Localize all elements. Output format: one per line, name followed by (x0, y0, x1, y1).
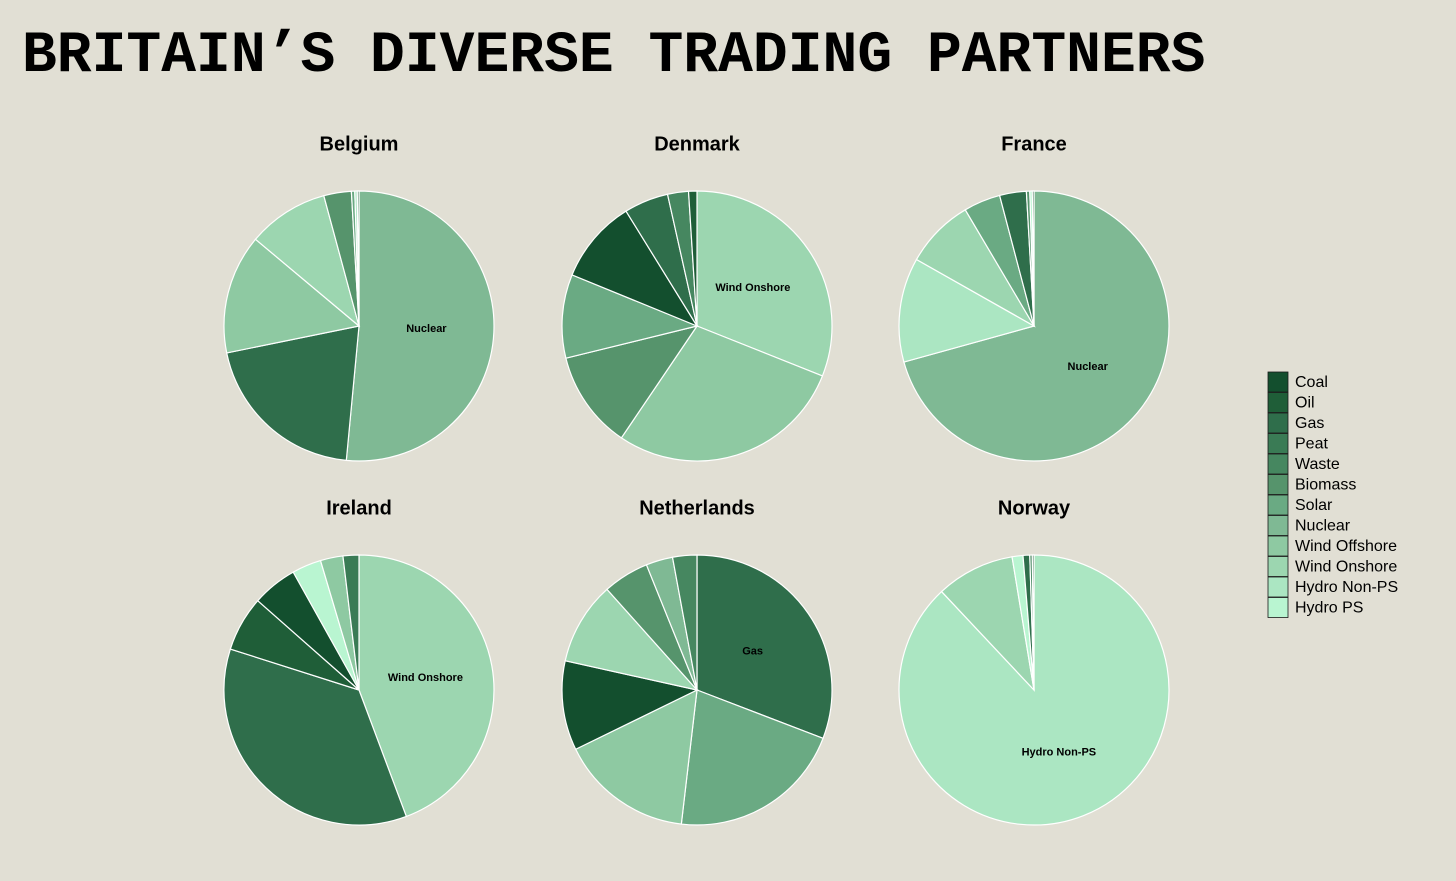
legend-swatch (1267, 494, 1289, 516)
slice-label: Nuclear (1068, 361, 1109, 373)
legend-label: Peat (1295, 436, 1328, 453)
pie-slice (226, 325, 360, 462)
pie-slice (1031, 554, 1035, 691)
pie-title: Norway (998, 497, 1071, 519)
slice-label: Hydro Non-PS (1022, 747, 1097, 759)
legend-swatch (1267, 535, 1289, 557)
pie-slice (342, 554, 360, 691)
pie-slice (696, 190, 833, 377)
legend-swatch (1267, 433, 1289, 454)
pie-slice (574, 688, 698, 825)
pie-title: France (1001, 133, 1067, 155)
legend-swatch (1267, 371, 1289, 393)
pie-slice (680, 689, 824, 826)
slice-label: Nuclear (406, 323, 447, 335)
legend-label: Waste (1295, 456, 1340, 473)
pie-title: Denmark (654, 133, 740, 155)
pie-slice (898, 258, 1036, 363)
pie-slice (358, 554, 495, 818)
legend-label: Biomass (1295, 477, 1356, 494)
pie-slice (223, 238, 361, 354)
legend-swatch (1267, 453, 1289, 475)
legend-label: Hydro Non-PS (1295, 579, 1398, 596)
chart-title: BRITAIN’S DIVERSE TRADING PARTNERS (22, 24, 1205, 89)
legend-label: Oil (1295, 395, 1315, 412)
pie-title: Ireland (326, 497, 392, 519)
legend-label: Solar (1295, 497, 1333, 514)
legend-swatch (1267, 597, 1289, 618)
pie-title: Netherlands (639, 497, 755, 519)
pie-slice (696, 554, 833, 740)
pie-slice (561, 274, 699, 359)
pie-slice (620, 325, 824, 462)
legend-swatch (1267, 515, 1289, 536)
pie-slice (564, 588, 699, 691)
pie-slice (687, 190, 698, 327)
slice-label: Wind Onshore (388, 672, 463, 684)
legend-label: Gas (1295, 415, 1324, 432)
pie-slice (903, 190, 1170, 462)
pie-slice (565, 325, 699, 439)
legend-label: Coal (1295, 374, 1328, 391)
legend-swatch (1267, 412, 1289, 434)
pie-slice (345, 190, 495, 462)
legend-label: Wind Onshore (1295, 559, 1397, 576)
legend-swatch (1267, 392, 1289, 413)
legend-label: Hydro PS (1295, 600, 1363, 617)
legend-swatch (1267, 576, 1289, 598)
legend-swatch (1267, 474, 1289, 495)
legend-label: Nuclear (1295, 518, 1351, 535)
pie-slice (571, 210, 699, 328)
pie-slice (940, 556, 1035, 692)
pie-slice (254, 194, 361, 328)
legend-label: Wind Offshore (1295, 538, 1397, 555)
pie-slice (1031, 190, 1035, 327)
legend-swatch (1267, 556, 1289, 577)
pie-slice (356, 190, 360, 327)
pie-slice (671, 554, 698, 691)
slice-label: Gas (742, 646, 763, 658)
slice-label: Wind Onshore (715, 282, 790, 294)
pie-slice (223, 648, 408, 826)
pie-title: Belgium (320, 133, 399, 155)
